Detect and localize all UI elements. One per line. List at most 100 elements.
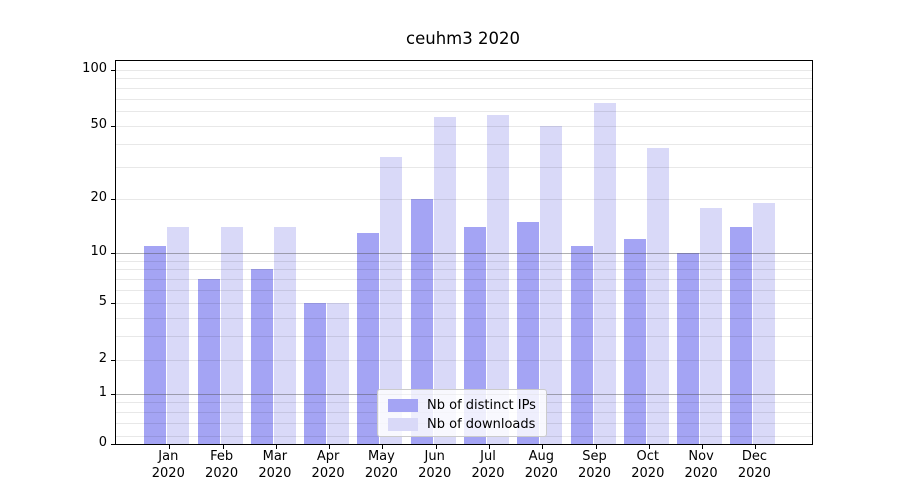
x-tick-month: Dec [741, 449, 767, 464]
x-tick-month: Oct [636, 449, 660, 464]
y-tick-mark [111, 302, 116, 304]
x-tick-label-dec: Dec 2020 [738, 448, 771, 482]
bar-downloads-oct [646, 148, 669, 444]
bar-downloads-jul [486, 115, 509, 444]
y-tick-mark [111, 69, 116, 71]
gridline-9 [116, 260, 812, 262]
gridline-5 [116, 302, 812, 304]
legend-label-distinct-ips: Nb of distinct IPs [427, 397, 536, 413]
gridline-10 [116, 252, 812, 254]
legend-swatch-distinct-ips [388, 398, 418, 412]
x-tick-label-jan: Jan 2020 [152, 448, 185, 482]
x-tick-mark [702, 444, 704, 449]
x-tick-mark [489, 444, 490, 449]
gridline-4 [116, 317, 812, 319]
x-tick-mark [595, 444, 597, 449]
y-tick-mark [111, 126, 116, 127]
x-tick-year: 2020 [311, 466, 345, 481]
bar-downloads-dec [753, 203, 776, 444]
x-tick-month: May [367, 449, 395, 464]
x-tick-label-may: May 2020 [365, 448, 398, 482]
legend-entry-downloads: Nb of downloads [388, 415, 546, 433]
x-tick-year: 2020 [737, 466, 771, 481]
bar-distinct-ips-feb [197, 279, 220, 444]
x-tick-label-sep: Sep 2020 [578, 448, 611, 482]
gridline-70 [116, 98, 812, 100]
y-tick-mark [111, 252, 116, 254]
bar-downloads-aug [540, 126, 563, 444]
gridline-50 [116, 126, 812, 127]
bar-downloads-sep [593, 103, 616, 444]
x-tick-mark [542, 444, 544, 449]
gridline-90 [116, 78, 812, 80]
x-tick-mark [382, 444, 384, 449]
x-tick-year: 2020 [258, 466, 292, 481]
gridline-20 [116, 199, 812, 201]
gridline-60 [116, 111, 812, 113]
gridline-2 [116, 360, 812, 362]
y-tick-mark [111, 393, 116, 395]
bar-downloads-may [380, 157, 403, 444]
y-tick-mark [111, 360, 116, 362]
x-tick-month: Aug [528, 449, 554, 464]
gridline-6 [116, 290, 812, 292]
y-tick-label: 50 [90, 117, 107, 132]
bar-downloads-nov [700, 207, 723, 444]
y-tick-label: 1 [98, 384, 107, 400]
gridline-80 [116, 87, 812, 89]
bar-distinct-ips-mar [250, 269, 273, 444]
legend-label-downloads: Nb of downloads [427, 416, 536, 432]
legend-entry-distinct-ips: Nb of distinct IPs [388, 396, 546, 414]
bar-distinct-ips-apr [304, 302, 327, 444]
x-tick-month: Sep [582, 449, 607, 464]
x-tick-mark [169, 444, 171, 449]
x-tick-month: Jan [158, 449, 179, 464]
x-tick-year: 2020 [418, 466, 452, 481]
bar-downloads-jan [167, 227, 190, 444]
x-tick-month: Jun [424, 449, 445, 464]
bar-downloads-feb [220, 227, 243, 444]
legend-swatch-downloads [388, 417, 418, 431]
legend: Nb of distinct IPs Nb of downloads [377, 389, 547, 437]
x-tick-year: 2020 [364, 466, 398, 481]
bar-distinct-ips-jan [144, 245, 167, 444]
gridline-7 [116, 279, 812, 280]
x-tick-month: Mar [262, 449, 288, 464]
x-tick-label-nov: Nov 2020 [685, 448, 718, 482]
bar-distinct-ips-sep [570, 245, 593, 444]
x-tick-label-aug: Aug 2020 [525, 448, 558, 482]
x-tick-month: Nov [688, 449, 714, 464]
gridline-8 [116, 269, 812, 271]
x-tick-year: 2020 [631, 466, 665, 481]
chart-title: ceuhm3 2020 [406, 29, 520, 48]
x-tick-label-oct: Oct 2020 [631, 448, 664, 482]
x-tick-label-apr: Apr 2020 [312, 448, 345, 482]
x-tick-mark [329, 444, 331, 449]
gridline-40 [116, 144, 812, 145]
x-tick-mark [648, 444, 650, 449]
x-tick-label-jul: Jul 2020 [471, 448, 504, 482]
bar-distinct-ips-dec [730, 227, 753, 444]
y-tick-label: 0 [98, 435, 107, 450]
y-tick-label: 20 [90, 190, 107, 206]
x-tick-month: Apr [316, 449, 340, 464]
x-tick-label-feb: Feb 2020 [205, 448, 238, 482]
x-tick-year: 2020 [471, 466, 505, 481]
plot-area [111, 60, 813, 449]
y-tick-label: 100 [82, 60, 107, 76]
gridline-30 [116, 167, 812, 169]
bar-distinct-ips-may [357, 232, 380, 444]
bar-distinct-ips-aug [517, 221, 540, 444]
bar-downloads-mar [273, 227, 296, 444]
bar-downloads-apr [327, 302, 350, 444]
y-tick-mark [111, 444, 116, 445]
y-tick-label: 2 [98, 351, 107, 367]
x-tick-month: Jul [480, 449, 496, 464]
bar-distinct-ips-oct [623, 238, 646, 444]
gridline-100 [116, 69, 812, 71]
x-tick-mark [755, 444, 757, 449]
x-tick-mark [435, 444, 437, 449]
x-tick-year: 2020 [151, 466, 185, 481]
x-tick-month: Feb [210, 449, 234, 464]
y-tick-label: 10 [90, 243, 107, 259]
